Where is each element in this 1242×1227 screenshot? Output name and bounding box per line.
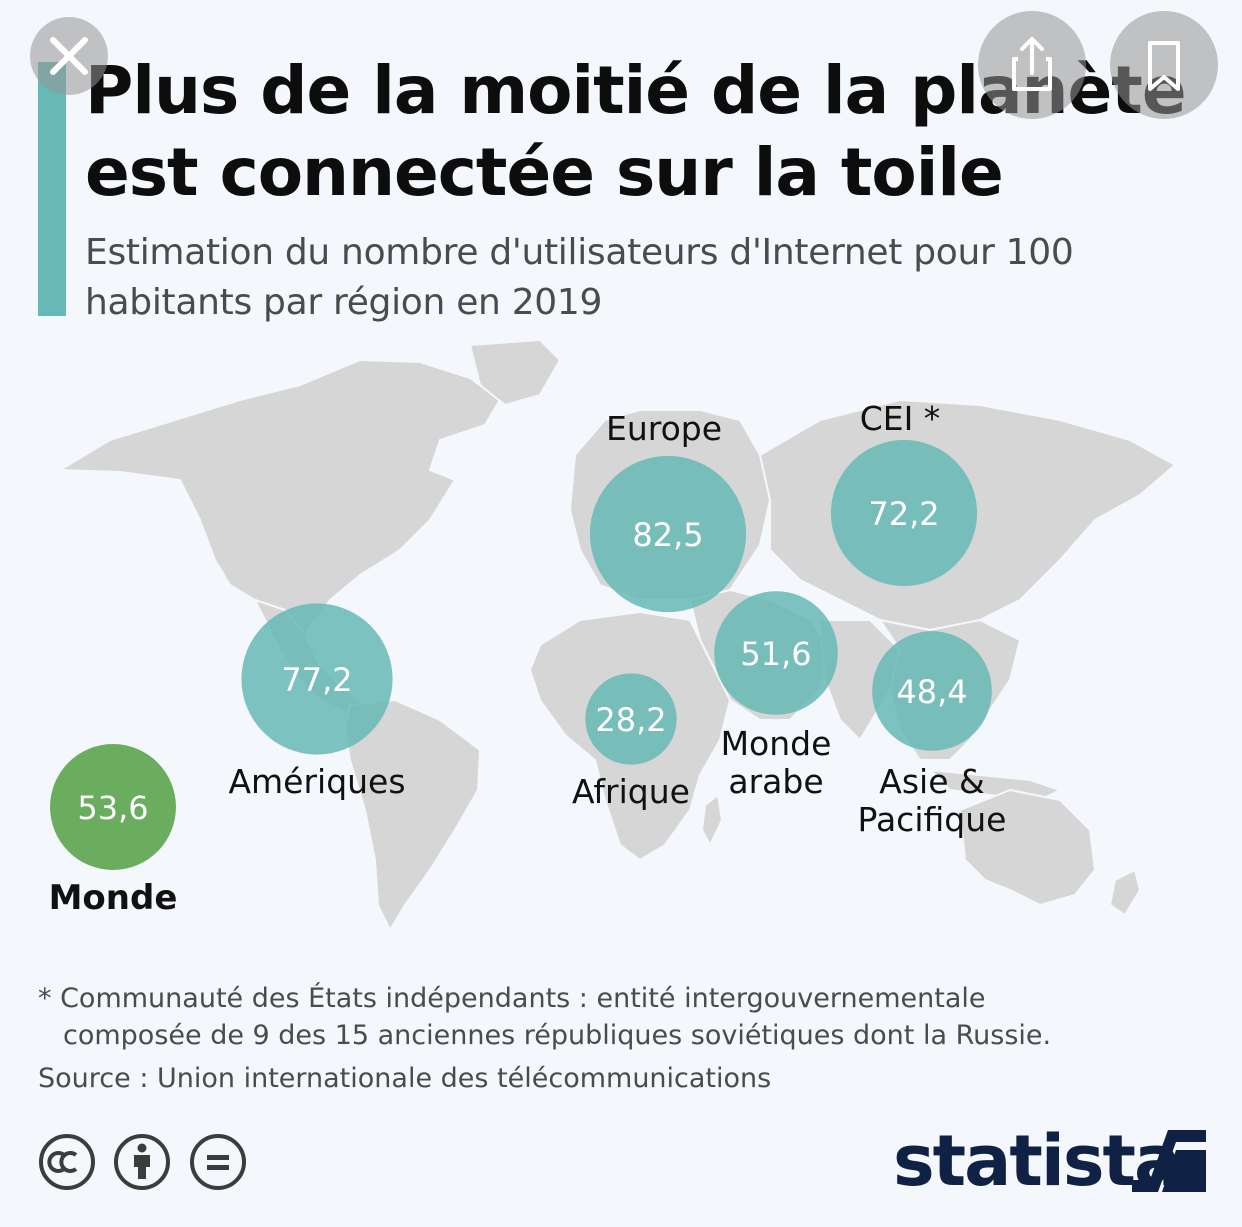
world-map-chart: 82,5 Europe 72,2 CEI * 77,2 Amériques 51,6 Mond…	[49, 338, 1177, 933]
region-label-asie-pacifique: Asie & Pacifique	[858, 762, 1007, 839]
value-label-afrique: 28,2	[595, 701, 666, 739]
share-icon	[1012, 37, 1052, 91]
bubble-ameriques	[241, 603, 393, 755]
bubble-europe	[589, 455, 747, 613]
bubble-afrique	[585, 673, 677, 765]
accent-bar	[38, 62, 66, 316]
region-label-monde-arabe: Monde arabe	[721, 724, 832, 801]
region-label-cei: CEI *	[860, 399, 941, 438]
statista-logo-mark-icon	[1132, 1130, 1206, 1192]
chart-subtitle: Estimation du nombre d'utilisateurs d'In…	[85, 232, 1074, 323]
footnote-line-1: * Communauté des États indépendants : en…	[38, 983, 986, 1014]
share-button[interactable]	[978, 11, 1086, 119]
attribution-icon[interactable]	[113, 1133, 171, 1191]
no-derivatives-icon[interactable]	[189, 1133, 247, 1191]
bubble-layer	[50, 439, 992, 870]
region-label-europe: Europe	[606, 409, 722, 448]
bookmark-button[interactable]	[1110, 11, 1218, 119]
cc-icon[interactable]	[38, 1133, 96, 1191]
bubble-asie-pacifique	[872, 631, 992, 751]
label-layer: 82,5 Europe 72,2 CEI * 77,2 Amériques 51,6 Mond…	[49, 399, 1007, 918]
value-label-cei: 72,2	[868, 495, 939, 533]
source-text: Source : Union internationale des téléco…	[38, 1063, 772, 1094]
region-label-ameriques: Amériques	[228, 762, 405, 801]
close-icon	[50, 37, 88, 75]
close-button[interactable]	[30, 17, 108, 95]
bubble-cei	[830, 439, 978, 587]
value-label-ameriques: 77,2	[281, 661, 352, 699]
footnote: * Communauté des États indépendants : en…	[38, 980, 1218, 1054]
region-label-monde: Monde	[49, 878, 178, 918]
bookmark-icon	[1148, 41, 1180, 91]
value-label-monde-arabe: 51,6	[740, 635, 811, 673]
footnote-line-2: composée de 9 des 15 anciennes républiqu…	[63, 1020, 1052, 1051]
bubble-monde	[50, 744, 176, 870]
value-label-europe: 82,5	[632, 516, 703, 554]
region-label-afrique: Afrique	[572, 772, 690, 811]
value-label-monde: 53,6	[77, 789, 148, 827]
value-label-asie-pacifique: 48,4	[896, 673, 967, 711]
bubble-monde-arabe	[714, 591, 838, 715]
